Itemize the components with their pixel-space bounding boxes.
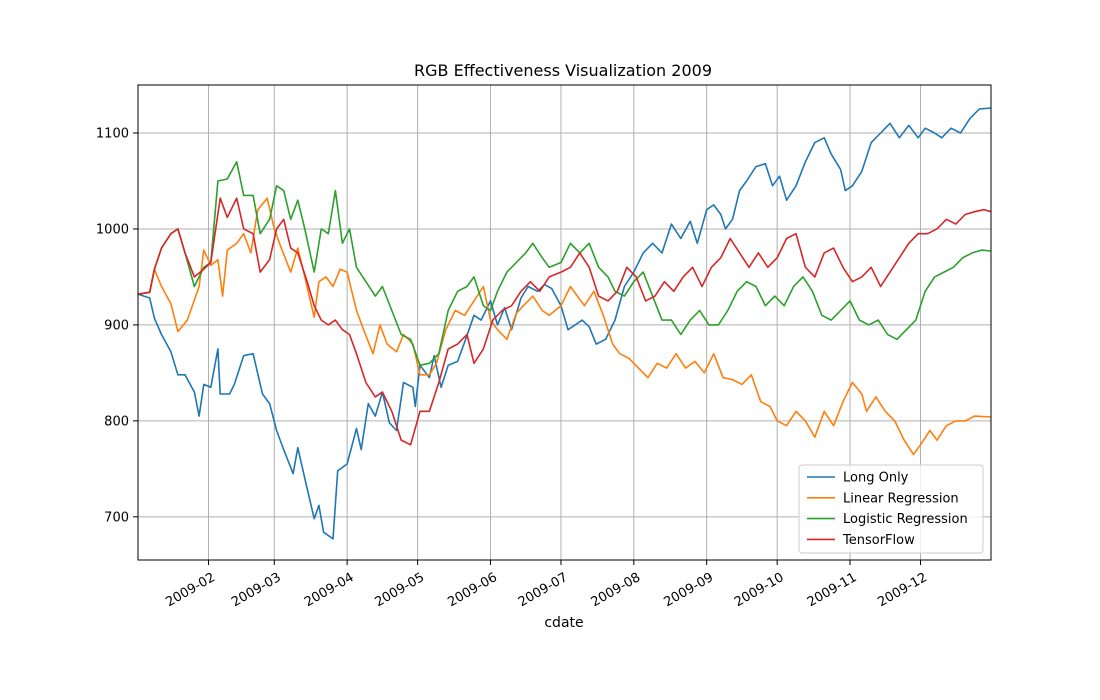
y-axis: 700 800 900 1000 1100 [96,126,138,525]
chart-title: RGB Effectiveness Visualization 2009 [414,61,712,80]
series-line-long-only [138,107,991,540]
grid-lines [138,85,991,560]
y-tick-label: 900 [104,318,129,333]
legend-label: TensorFlow [842,533,915,548]
x-axis-label: cdate [544,615,583,631]
series-lines [138,107,991,540]
series-line-tensorflow [138,197,991,446]
y-tick-label: 800 [104,414,129,429]
plot-series-group [138,107,991,540]
y-tick-label: 700 [104,510,129,525]
legend-label: Logistic Regression [843,512,968,527]
legend-label: Linear Regression [843,491,959,506]
series-line-linear-regression [138,197,991,456]
legend: Long Only Linear Regression Logistic Regre… [798,464,984,554]
plot-frame [137,84,992,561]
legend-box [798,464,984,554]
legend-label: Long Only [843,471,909,486]
y-tick-label: 1100 [96,126,129,141]
y-tick-label: 1000 [96,222,129,237]
series-line-logistic-regression [138,161,991,367]
